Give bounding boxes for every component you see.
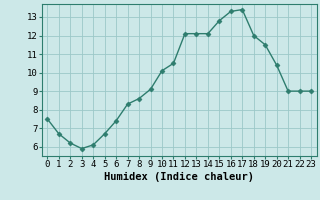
X-axis label: Humidex (Indice chaleur): Humidex (Indice chaleur)	[104, 172, 254, 182]
